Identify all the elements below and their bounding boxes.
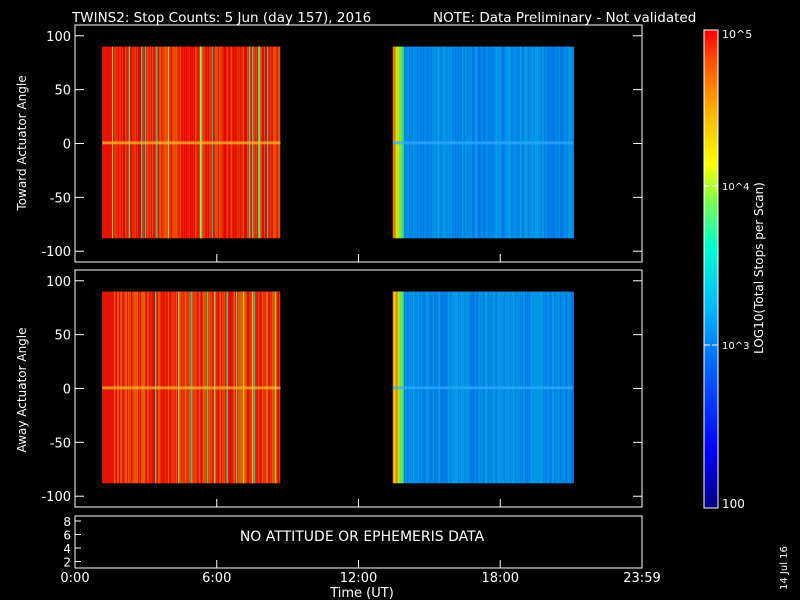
y-tick-label: -100 [41, 245, 71, 260]
x-tick-label: 23:59 [623, 571, 660, 586]
x-tick-label: 12:00 [340, 571, 377, 586]
top-axis-ticks: 100 50 0 -50 -100 [41, 30, 642, 260]
colorbar-top-label: 10^5 [722, 28, 752, 41]
zero-angle-band [392, 141, 574, 145]
footer-y-tick-label: 6 [63, 529, 71, 543]
x-tick-label: 18:00 [482, 571, 519, 586]
x-axis-label: Time (UT) [329, 586, 394, 600]
footer-y-tick-label: 8 [63, 515, 71, 529]
generation-date: 14 Jul 16 [779, 546, 790, 590]
y-tick-label: 100 [46, 275, 71, 290]
colorbar-low-label: 10^3 [722, 341, 749, 352]
colorbar-label: LOG10(Total Stops per Scan) [752, 182, 766, 354]
y-tick-label: 100 [46, 30, 71, 45]
colorbar-ticks [704, 185, 718, 346]
top-heatmap [102, 46, 574, 239]
bottom-axis-ticks: 100 50 0 -50 -100 [41, 275, 642, 505]
colorbar-bottom-label: 100 [722, 497, 745, 511]
y-tick-label: 0 [63, 138, 71, 153]
preliminary-note: NOTE: Data Preliminary - Not validated [433, 10, 696, 26]
x-tick-label: 6:00 [202, 571, 231, 586]
footer-y-tick-label: 2 [63, 556, 71, 570]
colorbar-mid-label: 10^4 [722, 182, 749, 193]
y-tick-label: -50 [50, 436, 71, 451]
colorbar [703, 29, 719, 509]
chart-title: TWINS2: Stop Counts: 5 Jun (day 157), 20… [71, 10, 371, 26]
x-tick-label: 0:00 [60, 571, 89, 586]
y-tick-label: -50 [50, 191, 71, 206]
y-tick-label: 50 [54, 84, 71, 99]
bottom-heatmap [102, 291, 574, 484]
x-axis-ticks: 0:00 6:00 12:00 18:00 23:59 [60, 254, 661, 586]
y-tick-label: 50 [54, 329, 71, 344]
footer-y-tick-label: 4 [63, 542, 71, 556]
top-y-axis-label: Toward Actuator Angle [15, 75, 29, 211]
y-tick-label: -100 [41, 490, 71, 505]
zero-angle-band [102, 141, 281, 145]
y-tick-label: 0 [63, 383, 71, 398]
bottom-y-axis-label: Away Actuator Angle [15, 327, 29, 452]
no-data-message: NO ATTITUDE OR EPHEMERIS DATA [240, 529, 485, 545]
zero-angle-band [102, 386, 281, 390]
zero-angle-band [392, 386, 574, 390]
